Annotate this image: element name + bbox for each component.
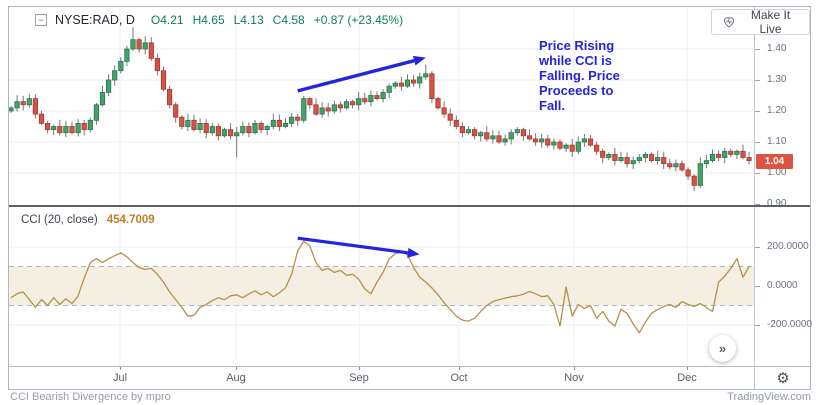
low-value: L4.13 — [233, 13, 264, 27]
annotation-line: Falling. Price — [539, 68, 620, 83]
price-axis-label: 1.10 — [767, 136, 787, 147]
axis-tick-mark — [755, 142, 760, 143]
symbol-name[interactable]: NYSE:RAD, D — [55, 13, 135, 27]
time-tick-mark — [359, 366, 360, 370]
month-label-sep: Sep — [349, 372, 369, 384]
time-tick-mark — [236, 366, 237, 370]
collapse-pane-icon[interactable]: − — [35, 14, 47, 26]
time-axis-settings-button[interactable]: ⚙ — [767, 368, 799, 388]
axis-divider — [754, 7, 755, 389]
divergence-annotation: Price Rising while CCI is Falling. Price… — [539, 38, 649, 113]
open-value: O4.21 — [150, 13, 184, 27]
axis-tick-mark — [755, 247, 760, 248]
price-axis-label: 1.20 — [767, 105, 787, 116]
cci-indicator-value: 454.7009 — [106, 214, 155, 226]
price-pane-canvas[interactable] — [9, 7, 754, 205]
axis-tick-mark — [755, 286, 760, 287]
change-value: +0.87 (+23.45%) — [313, 13, 404, 27]
close-value: C4.58 — [272, 13, 305, 27]
cci-legend: CCI (20, close) 454.7009 — [21, 214, 155, 226]
cci-pane-canvas[interactable] — [9, 207, 754, 366]
last-price-badge: 1.04 — [756, 153, 793, 169]
price-axis-label: 1.40 — [767, 43, 787, 54]
cci-axis-label: -200.0000 — [767, 319, 813, 330]
tradingview-watermark: TradingView.com — [727, 391, 811, 403]
double-chevron-right-icon: » — [718, 341, 727, 356]
annotation-line: Proceeds to — [539, 83, 614, 98]
axis-tick-mark — [755, 204, 760, 205]
price-scale[interactable]: 1.04 1.40 1.30 1.20 1.10 1.00 0.90 200.0000 0.0… — [755, 7, 813, 365]
cci-axis-label: 0.0000 — [767, 280, 798, 291]
annotation-line: while CCI is — [539, 53, 612, 68]
time-tick-mark — [574, 366, 575, 370]
time-tick-mark — [459, 366, 460, 370]
script-credit: CCI Bearish Divergence by mpro — [10, 391, 171, 403]
price-axis-label: 1.00 — [767, 167, 787, 178]
price-axis-label: 0.90 — [767, 198, 787, 209]
month-label-oct: Oct — [450, 372, 468, 384]
price-axis-label: 1.30 — [767, 74, 787, 85]
cci-axis-label: 200.0000 — [767, 241, 809, 252]
annotation-line: Fall. — [539, 98, 566, 113]
time-tick-mark — [120, 366, 121, 370]
heart-pulse-icon — [723, 17, 735, 28]
pane-separator[interactable] — [9, 205, 810, 207]
axis-tick-mark — [755, 111, 760, 112]
scroll-right-button[interactable]: » — [709, 335, 736, 362]
month-label-aug: Aug — [226, 372, 246, 384]
month-label-jul: Jul — [112, 372, 128, 384]
chart-frame: − NYSE:RAD, D O4.21 H4.65 L4.13 C4.58 +0… — [8, 6, 813, 390]
make-it-live-label: Make It Live — [750, 8, 791, 36]
time-tick-mark — [687, 366, 688, 370]
gear-icon: ⚙ — [776, 370, 790, 387]
symbol-legend: − NYSE:RAD, D O4.21 H4.65 L4.13 C4.58 +0… — [35, 13, 403, 27]
annotation-line: Price Rising — [539, 38, 615, 53]
month-label-dec: Dec — [677, 372, 697, 384]
axis-tick-mark — [755, 325, 760, 326]
time-scale[interactable]: Jul Aug Sep Oct Nov Dec — [9, 366, 754, 389]
axis-tick-mark — [755, 49, 760, 50]
cci-indicator-label[interactable]: CCI (20, close) — [21, 214, 98, 226]
month-label-nov: Nov — [564, 372, 584, 384]
make-it-live-button[interactable]: Make It Live — [711, 8, 810, 36]
time-axis-divider — [9, 366, 810, 367]
high-value: H4.65 — [192, 13, 225, 27]
axis-tick-mark — [755, 80, 760, 81]
ohlc-values: O4.21 H4.65 L4.13 C4.58 +0.87 (+23.45%) — [151, 13, 403, 27]
axis-tick-mark — [755, 173, 760, 174]
